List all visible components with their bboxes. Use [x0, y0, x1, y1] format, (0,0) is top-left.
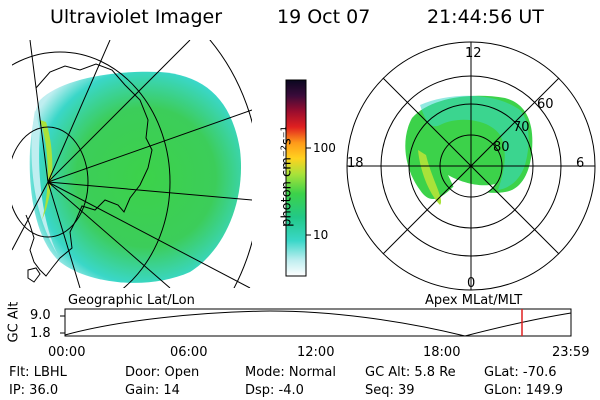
info-dsp: Dsp: -4.0 — [245, 383, 304, 398]
polar-grid — [346, 41, 596, 291]
info-gain: Gain: 14 — [125, 383, 180, 398]
info-glon: GLon: 149.9 — [484, 383, 564, 398]
colorbar-unit-label: photon cm⁻²s⁻¹ — [279, 126, 295, 227]
mlt-label-0: 0 — [467, 276, 476, 291]
polar-aurora-cyan — [420, 95, 529, 190]
mlt-label-18: 18 — [347, 156, 364, 171]
geo-grid — [12, 40, 252, 288]
geo-aurora-edge — [31, 110, 58, 255]
altitude-curve — [64, 310, 572, 337]
antarctica-coastline — [25, 63, 153, 277]
mlt-label-6: 6 — [576, 156, 585, 171]
info-ip: IP: 36.0 — [9, 383, 59, 398]
polar-caption: Apex MLat/MLT — [425, 293, 523, 308]
mlat-label-60: 60 — [537, 97, 554, 112]
colorbar-label-100: 100 — [313, 141, 336, 155]
time-tick-1800: 18:00 — [423, 345, 461, 360]
altitude-tick-1-8: 1.8 — [30, 326, 51, 341]
date-label: 19 Oct 07 — [277, 6, 371, 28]
altitude-axis-label: GC Alt — [6, 301, 22, 343]
geo-map — [12, 40, 252, 288]
info-door: Door: Open — [125, 365, 200, 380]
info-seq: Seq: 39 — [365, 383, 415, 398]
geo-aurora-bright — [40, 120, 53, 220]
info-flt: Flt: LBHL — [9, 365, 67, 380]
altitude-tick-9: 9.0 — [30, 308, 51, 323]
info-gc-alt: GC Alt: 5.8 Re — [365, 365, 456, 380]
app-title: Ultraviolet Imager — [50, 6, 223, 28]
info-glat: GLat: -70.6 — [484, 365, 557, 380]
mlt-label-12: 12 — [465, 46, 482, 61]
geo-aurora-emission — [29, 71, 242, 283]
time-tick-0600: 06:00 — [170, 345, 208, 360]
geo-caption: Geographic Lat/Lon — [68, 293, 195, 308]
colorbar — [285, 79, 307, 277]
mlat-label-70: 70 — [513, 120, 530, 135]
time-tick-0000: 00:00 — [48, 345, 86, 360]
altitude-plot — [60, 308, 572, 337]
info-mode: Mode: Normal — [245, 365, 336, 380]
colorbar-label-10: 10 — [313, 228, 329, 242]
polar-aurora-bright — [418, 150, 442, 205]
polar-map — [346, 41, 596, 291]
mlat-label-80: 80 — [493, 140, 510, 155]
coastline-island — [27, 267, 41, 283]
time-tick-2359: 23:59 — [552, 345, 590, 360]
time-tick-1200: 12:00 — [297, 345, 335, 360]
time-label: 21:44:56 UT — [427, 6, 544, 28]
